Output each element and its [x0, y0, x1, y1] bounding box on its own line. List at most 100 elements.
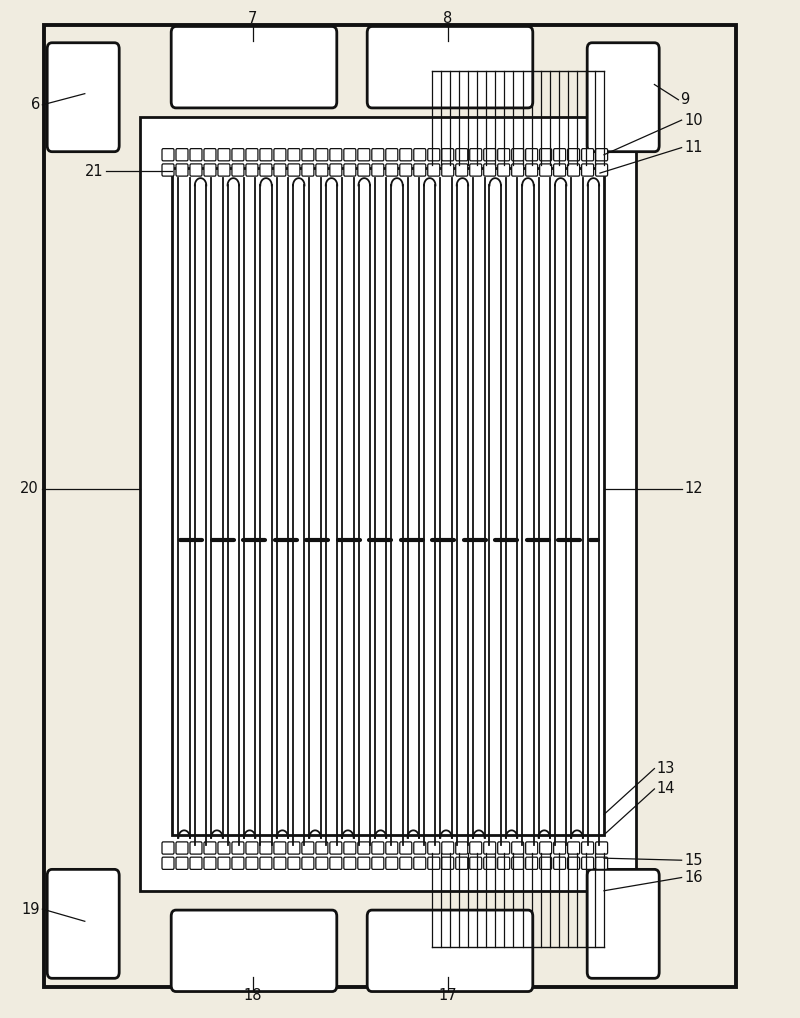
FancyBboxPatch shape [442, 149, 454, 161]
FancyBboxPatch shape [582, 857, 594, 869]
FancyBboxPatch shape [372, 149, 384, 161]
FancyBboxPatch shape [288, 164, 300, 176]
FancyBboxPatch shape [386, 842, 398, 854]
Text: 8: 8 [443, 11, 453, 25]
Text: 10: 10 [684, 113, 702, 127]
FancyBboxPatch shape [400, 842, 412, 854]
FancyBboxPatch shape [367, 910, 533, 992]
FancyBboxPatch shape [540, 164, 552, 176]
FancyBboxPatch shape [316, 164, 328, 176]
FancyBboxPatch shape [526, 857, 538, 869]
FancyBboxPatch shape [470, 149, 482, 161]
FancyBboxPatch shape [568, 164, 580, 176]
FancyBboxPatch shape [218, 842, 230, 854]
FancyBboxPatch shape [372, 164, 384, 176]
FancyBboxPatch shape [587, 43, 659, 152]
FancyBboxPatch shape [358, 857, 370, 869]
FancyBboxPatch shape [442, 842, 454, 854]
FancyBboxPatch shape [190, 842, 202, 854]
FancyBboxPatch shape [414, 857, 426, 869]
FancyBboxPatch shape [274, 842, 286, 854]
FancyBboxPatch shape [176, 164, 188, 176]
FancyBboxPatch shape [176, 149, 188, 161]
FancyBboxPatch shape [232, 149, 244, 161]
FancyBboxPatch shape [456, 164, 468, 176]
FancyBboxPatch shape [358, 149, 370, 161]
FancyBboxPatch shape [367, 26, 533, 108]
FancyBboxPatch shape [274, 857, 286, 869]
FancyBboxPatch shape [498, 857, 510, 869]
FancyBboxPatch shape [428, 857, 440, 869]
FancyBboxPatch shape [498, 164, 510, 176]
FancyBboxPatch shape [344, 857, 356, 869]
FancyBboxPatch shape [540, 149, 552, 161]
FancyBboxPatch shape [386, 164, 398, 176]
FancyBboxPatch shape [302, 149, 314, 161]
FancyBboxPatch shape [386, 149, 398, 161]
FancyBboxPatch shape [414, 149, 426, 161]
Bar [44, 25, 736, 987]
FancyBboxPatch shape [288, 842, 300, 854]
FancyBboxPatch shape [204, 857, 216, 869]
FancyBboxPatch shape [47, 43, 119, 152]
FancyBboxPatch shape [498, 149, 510, 161]
FancyBboxPatch shape [190, 857, 202, 869]
FancyBboxPatch shape [246, 857, 258, 869]
Text: 19: 19 [22, 902, 40, 916]
FancyBboxPatch shape [316, 842, 328, 854]
FancyBboxPatch shape [344, 149, 356, 161]
FancyBboxPatch shape [595, 164, 608, 176]
FancyBboxPatch shape [176, 842, 188, 854]
FancyBboxPatch shape [302, 164, 314, 176]
FancyBboxPatch shape [162, 149, 174, 161]
FancyBboxPatch shape [386, 857, 398, 869]
FancyBboxPatch shape [484, 164, 496, 176]
FancyBboxPatch shape [246, 842, 258, 854]
FancyBboxPatch shape [274, 164, 286, 176]
FancyBboxPatch shape [162, 857, 174, 869]
FancyBboxPatch shape [526, 842, 538, 854]
FancyBboxPatch shape [540, 842, 552, 854]
Text: 20: 20 [20, 482, 38, 496]
FancyBboxPatch shape [428, 149, 440, 161]
FancyBboxPatch shape [512, 164, 524, 176]
FancyBboxPatch shape [526, 164, 538, 176]
FancyBboxPatch shape [358, 164, 370, 176]
FancyBboxPatch shape [330, 857, 342, 869]
FancyBboxPatch shape [232, 857, 244, 869]
Text: 6: 6 [30, 98, 40, 112]
Text: 7: 7 [248, 11, 258, 25]
FancyBboxPatch shape [512, 857, 524, 869]
FancyBboxPatch shape [456, 149, 468, 161]
FancyBboxPatch shape [302, 842, 314, 854]
FancyBboxPatch shape [587, 869, 659, 978]
Text: 21: 21 [86, 164, 104, 178]
FancyBboxPatch shape [162, 842, 174, 854]
FancyBboxPatch shape [358, 842, 370, 854]
FancyBboxPatch shape [246, 149, 258, 161]
FancyBboxPatch shape [288, 857, 300, 869]
Text: 14: 14 [656, 782, 674, 796]
FancyBboxPatch shape [218, 149, 230, 161]
FancyBboxPatch shape [456, 842, 468, 854]
FancyBboxPatch shape [47, 869, 119, 978]
FancyBboxPatch shape [171, 910, 337, 992]
FancyBboxPatch shape [470, 842, 482, 854]
FancyBboxPatch shape [260, 857, 272, 869]
FancyBboxPatch shape [526, 149, 538, 161]
FancyBboxPatch shape [512, 149, 524, 161]
FancyBboxPatch shape [218, 857, 230, 869]
Text: 12: 12 [684, 482, 702, 496]
FancyBboxPatch shape [484, 842, 496, 854]
Text: 9: 9 [680, 93, 690, 107]
FancyBboxPatch shape [372, 842, 384, 854]
FancyBboxPatch shape [330, 842, 342, 854]
FancyBboxPatch shape [246, 164, 258, 176]
FancyBboxPatch shape [204, 842, 216, 854]
FancyBboxPatch shape [204, 149, 216, 161]
FancyBboxPatch shape [260, 149, 272, 161]
FancyBboxPatch shape [582, 842, 594, 854]
FancyBboxPatch shape [260, 164, 272, 176]
FancyBboxPatch shape [330, 164, 342, 176]
FancyBboxPatch shape [428, 842, 440, 854]
